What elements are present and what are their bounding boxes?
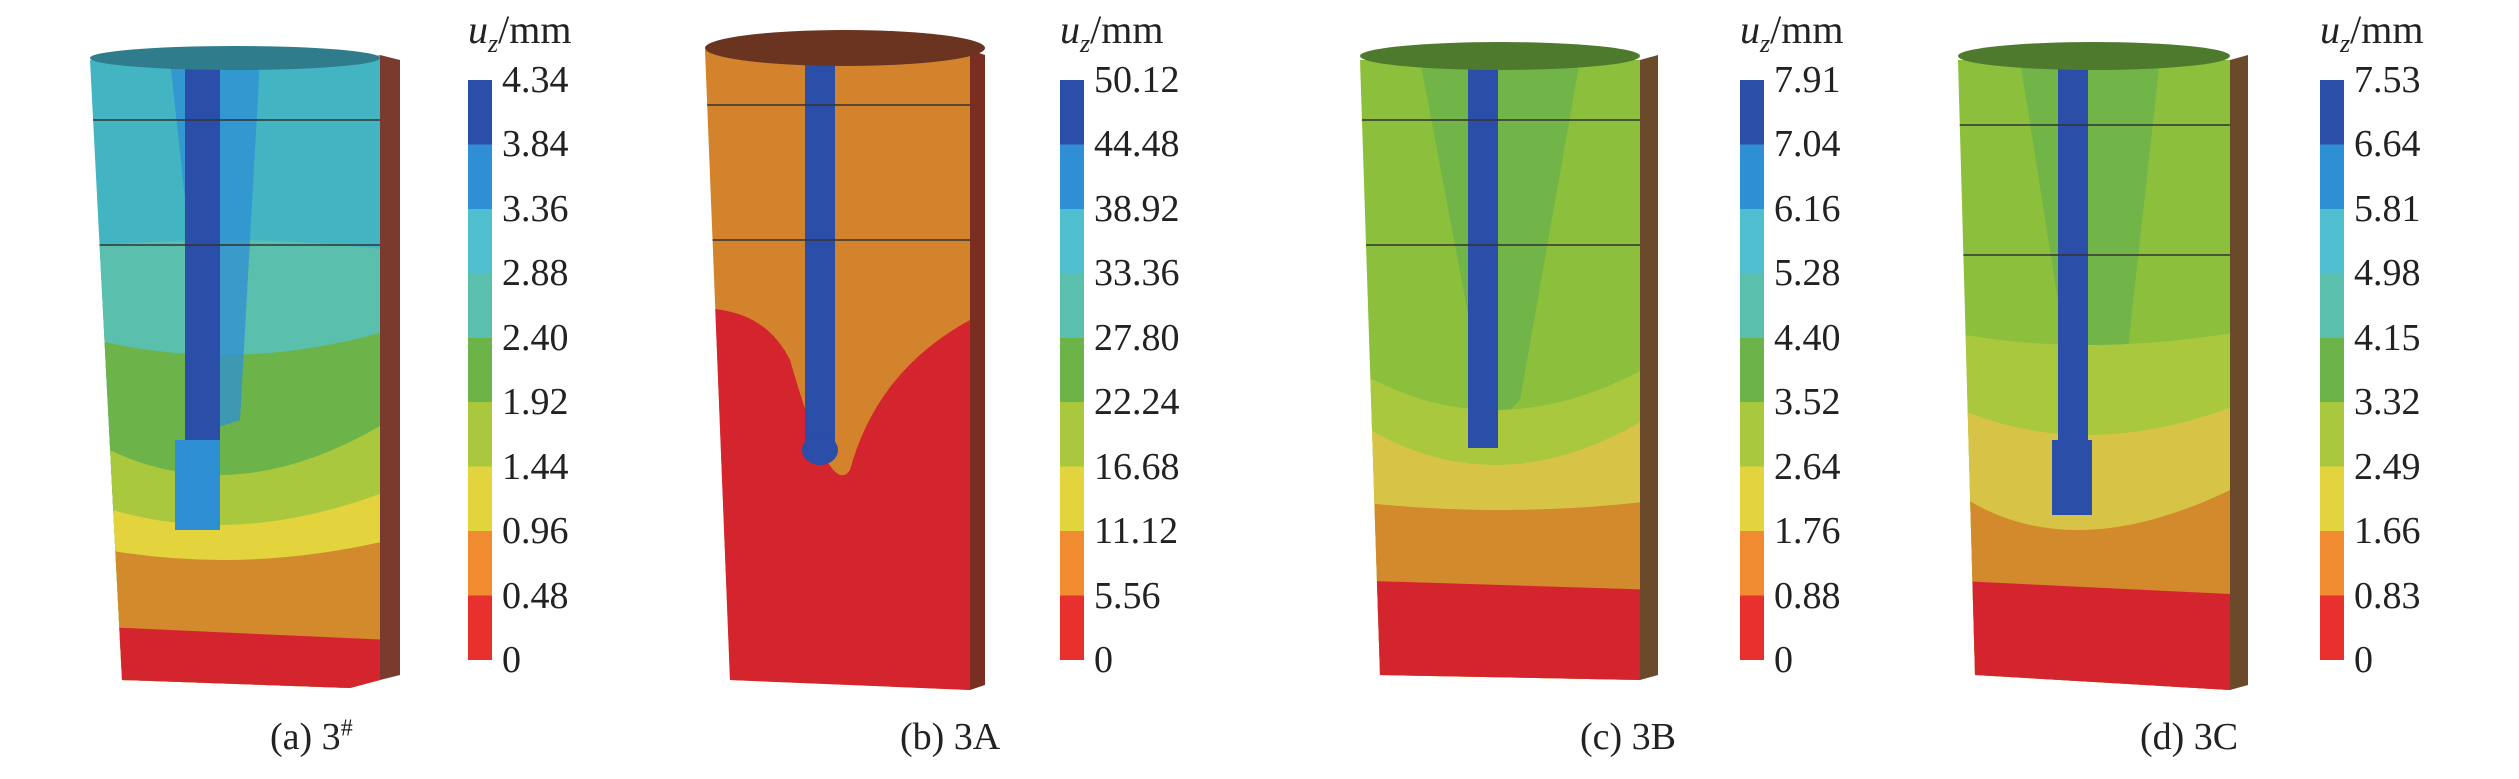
tick-label: 11.12 (1094, 510, 1179, 553)
displacement-model-a (90, 46, 400, 688)
tick-label: 0.83 (2354, 574, 2421, 617)
tick-label: 44.48 (1094, 123, 1180, 166)
tick-label: 0.96 (502, 510, 569, 553)
tick-label: 3.36 (502, 187, 569, 230)
tick-label: 7.04 (1774, 123, 1841, 166)
legend-b: uz/mm 50.12 44.48 38.92 33.36 27.80 22.24 16.6… (1060, 0, 1290, 700)
tick-label: 2.64 (1774, 445, 1841, 488)
tick-label: 7.53 (2354, 59, 2421, 101)
tick-label: 3.32 (2354, 381, 2421, 424)
tick-label: 3.84 (502, 123, 569, 166)
unit-label: uz/mm (1740, 7, 1844, 58)
legend-d: uz/mm 7.53 6.64 5.81 4.98 4.15 3.32 2.49 1.66 0.… (2320, 0, 2519, 700)
tick-label: 1.76 (1774, 510, 1841, 553)
tick-label: 0.48 (502, 574, 569, 617)
tick-label: 1.92 (502, 381, 569, 424)
tick-label: 0 (502, 639, 521, 681)
tick-label: 4.40 (1774, 316, 1841, 359)
tick-label: 50.12 (1094, 59, 1180, 101)
tick-label: 0.88 (1774, 574, 1841, 617)
tick-label: 2.88 (502, 252, 569, 295)
tick-label: 3.52 (1774, 381, 1841, 424)
tick-label: 27.80 (1094, 316, 1180, 359)
unit-label: uz/mm (468, 7, 572, 58)
panel-b: uz/mm 50.12 44.48 38.92 33.36 27.80 22.24 16.6… (680, 0, 1180, 779)
tick-label: 33.36 (1094, 252, 1180, 295)
tick-label: 4.15 (2354, 316, 2421, 359)
tick-label: 16.68 (1094, 445, 1180, 488)
color-bar (1060, 80, 1084, 660)
tick-label: 6.16 (1774, 187, 1841, 230)
caption-b: (b) 3A (900, 716, 1001, 758)
tick-label: 7.91 (1774, 59, 1841, 101)
legend-a: uz/mm 4.34 3.84 3.36 2.88 2.40 1.92 1.44 0.96 0.… (440, 0, 670, 700)
tick-label: 4.34 (502, 59, 569, 101)
color-bar (1740, 80, 1764, 660)
tick-label: 5.56 (1094, 574, 1161, 617)
displacement-model-c (1360, 42, 1658, 680)
panel-a: uz/mm 4.34 3.84 3.36 2.88 2.40 1.92 1.44 0.96 0.… (60, 0, 571, 779)
tick-label: 2.49 (2354, 445, 2421, 488)
tick-label: 1.66 (2354, 510, 2421, 553)
tick-label: 2.40 (502, 316, 569, 359)
tick-label: 1.44 (502, 445, 569, 488)
tick-label: 0 (1094, 639, 1113, 681)
tick-label: 6.64 (2354, 123, 2421, 166)
panel-c: uz/mm 7.91 7.04 6.16 5.28 4.40 3.52 2.64 1.76 0.… (1340, 0, 1843, 779)
caption-c: (c) 3B (1580, 716, 1677, 758)
color-bar (2320, 80, 2344, 660)
legend-c: uz/mm 7.91 7.04 6.16 5.28 4.40 3.52 2.64 1.76 0.… (1740, 0, 1970, 700)
tick-label: 0 (2354, 639, 2373, 681)
tick-label: 0 (1774, 639, 1793, 681)
unit-label: uz/mm (2320, 7, 2424, 58)
tick-label: 5.28 (1774, 252, 1841, 295)
tick-label: 4.98 (2354, 252, 2421, 295)
unit-label: uz/mm (1060, 7, 1164, 58)
color-bar (468, 80, 492, 660)
tick-label: 5.81 (2354, 187, 2421, 230)
panel-d: uz/mm 7.53 6.64 5.81 4.98 4.15 3.32 2.49 1.66 0.… (1940, 0, 2500, 779)
caption-d: (d) 3C (2140, 716, 2239, 758)
tick-label: 22.24 (1094, 381, 1180, 424)
tick-label: 38.92 (1094, 187, 1180, 230)
caption-a: (a) 3# (270, 715, 353, 758)
displacement-model-d (1958, 42, 2248, 690)
displacement-model-b (705, 30, 985, 690)
